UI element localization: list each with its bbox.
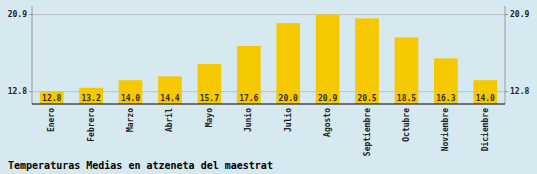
x-tick-label: Junio — [243, 108, 253, 132]
y-tick-label: 12.8 — [8, 87, 27, 96]
bar — [198, 64, 222, 104]
data-label: 18.5 — [397, 94, 416, 103]
bar — [79, 88, 103, 104]
data-label: 13.2 — [81, 94, 100, 103]
data-label: 20.0 — [279, 94, 298, 103]
y-tick-label: 20.9 — [8, 10, 27, 19]
x-tick-label: Noviembre — [440, 108, 450, 152]
data-label: 14.0 — [476, 94, 495, 103]
data-label: 20.9 — [318, 94, 337, 103]
y2-tick-label: 20.9 — [510, 10, 529, 19]
y-tick — [29, 91, 32, 92]
bar — [395, 37, 419, 104]
title: Temperaturas Medias en atzeneta del maes… — [8, 160, 273, 171]
data-label: 16.3 — [436, 94, 455, 103]
x-tick-label: Julio — [283, 108, 293, 132]
y2-tick-label: 12.8 — [510, 87, 529, 96]
bar — [119, 80, 143, 104]
grid-line — [32, 14, 505, 15]
x-tick-label: Febrero — [87, 108, 96, 142]
x-tick-label: Marzo — [126, 108, 135, 132]
x-tick-label: Diciembre — [480, 108, 490, 152]
bars — [40, 15, 497, 104]
x-tick-label: Abril — [164, 108, 174, 132]
data-label: 14.4 — [160, 94, 179, 103]
bar — [473, 80, 497, 104]
bar — [158, 76, 182, 104]
chart: 12.8 13.2 14.0 14.4 15.7 17.6 20.0 20.9 20.5 18.5… — [0, 0, 537, 174]
data-label: 17.6 — [239, 94, 258, 103]
y2-tick — [505, 91, 508, 92]
bar — [276, 23, 300, 104]
x-axis-line — [32, 104, 505, 105]
bar — [434, 58, 458, 104]
x-tick-label: Enero — [47, 108, 56, 132]
bar — [355, 18, 379, 104]
x-tick-label: Octubre — [402, 108, 411, 142]
bar — [40, 92, 64, 104]
data-label: 14.0 — [121, 94, 140, 103]
chart-container: 12.8 13.2 14.0 14.4 15.7 17.6 20.0 20.9 20.5 18.5… — [0, 0, 537, 174]
y2-tick — [505, 14, 508, 15]
bar — [316, 15, 340, 104]
data-label: 20.5 — [357, 94, 376, 103]
data-label: 12.8 — [42, 94, 61, 103]
y2-axis-line — [505, 6, 506, 104]
x-tick-label: Septiembre — [362, 108, 372, 156]
y-axis-line — [32, 6, 33, 104]
data-label: 15.7 — [200, 94, 219, 103]
x-tick-label: Agosto — [323, 108, 332, 137]
x-tick-label: Mayo — [205, 108, 214, 127]
y-tick — [29, 14, 32, 15]
bar — [237, 46, 261, 104]
